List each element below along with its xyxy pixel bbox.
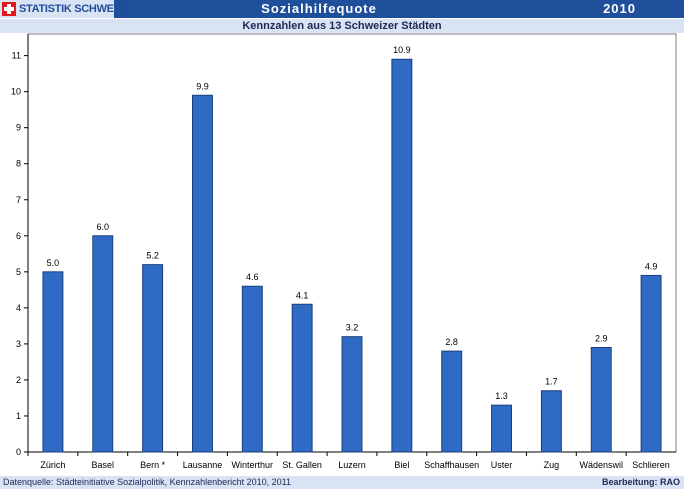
data-label: 5.2 bbox=[146, 251, 159, 261]
data-label: 1.3 bbox=[495, 391, 508, 401]
bar bbox=[291, 303, 313, 453]
y-tick-label: 3 bbox=[16, 339, 21, 349]
y-tick-label: 6 bbox=[16, 231, 21, 241]
x-tick-label: Winterthur bbox=[232, 460, 274, 470]
footer-bar: Datenquelle: Städteinitiative Sozialpoli… bbox=[0, 476, 684, 489]
y-tick-label: 5 bbox=[16, 267, 21, 277]
bar bbox=[540, 390, 562, 453]
x-tick-label: Basel bbox=[92, 460, 115, 470]
swiss-flag-icon bbox=[2, 2, 16, 16]
header-bar: STATISTIK SCHWEIZ Sozialhilfequote 2010 bbox=[0, 0, 684, 18]
y-tick-label: 1 bbox=[16, 411, 21, 421]
data-label: 2.8 bbox=[445, 337, 458, 347]
data-label: 1.7 bbox=[545, 377, 558, 387]
bar bbox=[42, 271, 64, 453]
y-tick-label: 11 bbox=[12, 51, 21, 61]
bar bbox=[491, 404, 513, 453]
bar bbox=[92, 235, 114, 453]
x-tick-label: Zürich bbox=[40, 460, 65, 470]
x-tick-label: Zug bbox=[544, 460, 560, 470]
bar bbox=[142, 264, 164, 453]
data-label: 4.9 bbox=[645, 261, 658, 271]
data-label: 6.0 bbox=[97, 222, 110, 232]
data-label: 5.0 bbox=[47, 258, 60, 268]
x-tick-label: Schlieren bbox=[632, 460, 670, 470]
x-tick-label: Luzern bbox=[338, 460, 366, 470]
x-tick-label: Lausanne bbox=[183, 460, 223, 470]
x-tick-label: Wädenswil bbox=[579, 460, 623, 470]
data-label: 4.1 bbox=[296, 290, 309, 300]
y-tick-label: 2 bbox=[16, 375, 21, 385]
data-source: Datenquelle: Städteinitiative Sozialpoli… bbox=[3, 477, 292, 487]
y-tick-label: 7 bbox=[16, 195, 21, 205]
x-tick-label: St. Gallen bbox=[282, 460, 322, 470]
data-label: 4.6 bbox=[246, 272, 259, 282]
data-label: 10.9 bbox=[393, 45, 411, 55]
y-tick-label: 4 bbox=[16, 303, 21, 313]
bar bbox=[640, 274, 662, 453]
bar-chart: 0 1 2 3 4 5 6 7 8 9 10 11 5.0 Zürich 6.0 Basel 5.2 Bern *… bbox=[11, 33, 677, 470]
chart-subtitle: Kennzahlen aus 13 Schweizer Städten bbox=[0, 18, 684, 33]
data-label: 9.9 bbox=[196, 81, 209, 91]
y-tick-label: 10 bbox=[11, 87, 21, 97]
bar bbox=[241, 285, 263, 453]
y-tick-label: 9 bbox=[16, 123, 21, 133]
data-label: 2.9 bbox=[595, 334, 608, 344]
year-label: 2010 bbox=[603, 1, 636, 16]
data-label: 3.2 bbox=[346, 323, 359, 333]
brand-logo: STATISTIK SCHWEIZ bbox=[0, 0, 123, 18]
x-tick-label: Uster bbox=[491, 460, 513, 470]
x-tick-label: Biel bbox=[394, 460, 409, 470]
y-tick-label: 0 bbox=[16, 447, 21, 457]
x-tick-label: Bern * bbox=[140, 460, 166, 470]
x-tick-label: Schaffhausen bbox=[424, 460, 479, 470]
page-title: Sozialhilfequote bbox=[261, 1, 377, 16]
bar bbox=[391, 58, 413, 453]
bar bbox=[341, 336, 363, 453]
bar bbox=[590, 347, 612, 453]
bar bbox=[441, 350, 463, 453]
credit-label: Bearbeitung: RAO bbox=[601, 477, 680, 487]
bar bbox=[191, 94, 213, 453]
y-tick-label: 8 bbox=[16, 159, 21, 169]
brand-name: STATISTIK SCHWEIZ bbox=[19, 3, 123, 15]
